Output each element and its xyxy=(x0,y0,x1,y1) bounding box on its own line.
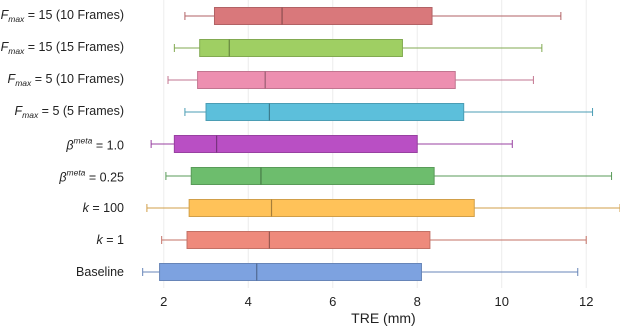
y-tick-label: k = 100 xyxy=(82,200,124,215)
y-tick-label: Fmax = 15 (15 Frames) xyxy=(0,39,124,56)
x-tick-label: 4 xyxy=(245,294,252,309)
y-tick-label: Fmax = 5 (5 Frames) xyxy=(14,103,125,120)
x-tick-label: 12 xyxy=(579,294,593,309)
x-tick-label: 10 xyxy=(494,294,508,309)
iqr-box xyxy=(190,167,435,185)
iqr-box xyxy=(205,103,465,121)
x-axis-label: TRE (mm) xyxy=(351,310,416,326)
x-tick-label: 8 xyxy=(414,294,421,309)
x-tick-label: 2 xyxy=(160,294,167,309)
iqr-box xyxy=(173,135,418,153)
iqr-box xyxy=(159,263,422,281)
y-tick-label: k = 1 xyxy=(96,232,124,247)
y-tick-label: βmeta = 1.0 xyxy=(66,135,124,153)
iqr-box xyxy=(188,199,475,217)
iqr-box xyxy=(213,7,433,25)
x-tick-label: 6 xyxy=(329,294,336,309)
y-tick-label: Fmax = 15 (10 Frames) xyxy=(0,7,124,24)
iqr-box xyxy=(186,231,431,249)
y-tick-label: Baseline xyxy=(76,264,124,279)
y-tick-label: βmeta = 0.25 xyxy=(59,167,124,185)
iqr-box xyxy=(199,39,403,57)
y-tick-label: Fmax = 5 (10 Frames) xyxy=(7,71,124,88)
iqr-box xyxy=(197,71,456,89)
y-axis-labels: Fmax = 15 (10 Frames) Fmax = 15 (15 Frame… xyxy=(0,0,124,290)
